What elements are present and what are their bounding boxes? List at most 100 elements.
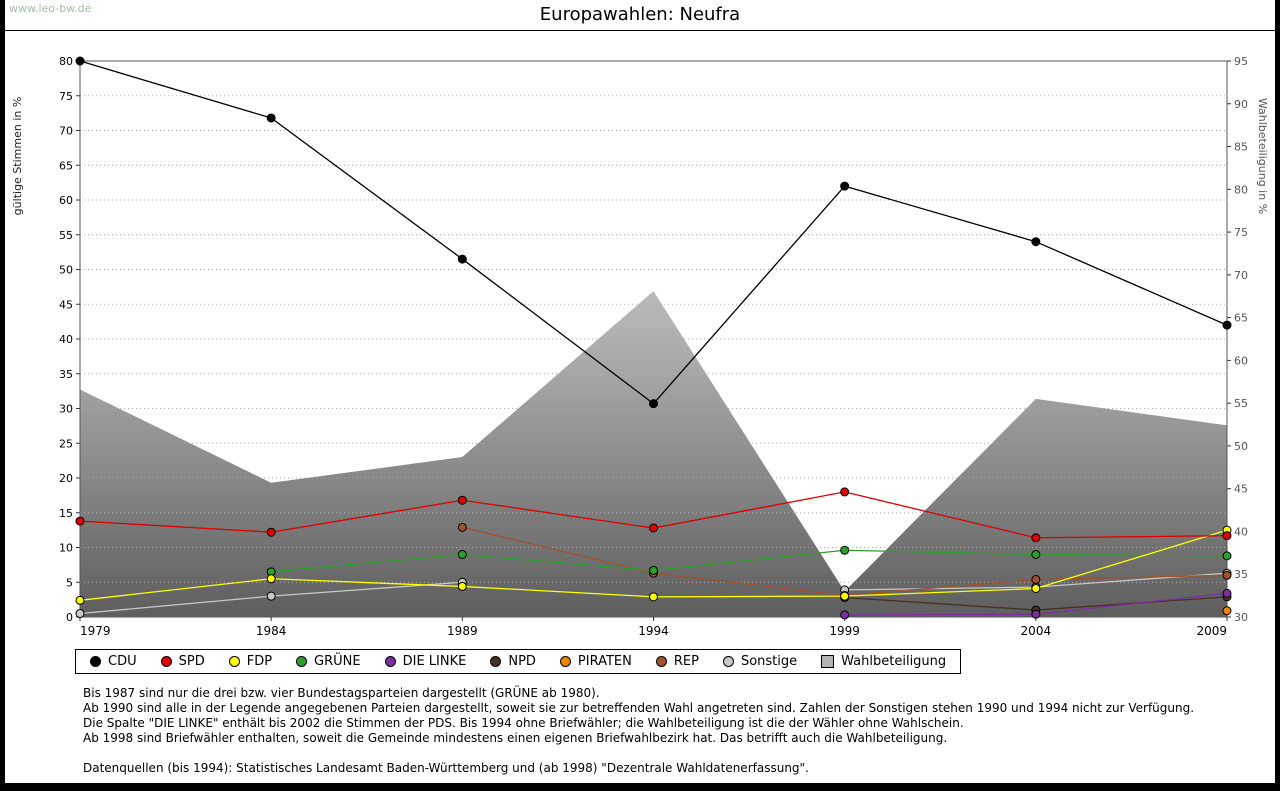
left-tick-label: 15 [59, 507, 73, 520]
cdu-marker-icon [90, 656, 101, 667]
footnote-line: Datenquellen (bis 1994): Statistisches L… [83, 761, 809, 775]
page-title: Europawahlen: Neufra [539, 4, 741, 25]
series-piraten [1222, 606, 1232, 616]
right-tick-label: 85 [1234, 141, 1248, 154]
x-tick-label: 2009 [1196, 624, 1227, 638]
watermark: www.leo-bw.de [9, 2, 92, 15]
left-tick-label: 30 [59, 403, 73, 416]
legend-label: Sonstige [740, 654, 798, 669]
data-point-grune [457, 549, 467, 559]
data-point-die-linke [840, 610, 850, 620]
left-tick-label: 45 [59, 298, 73, 311]
left-tick-label: 10 [59, 542, 73, 555]
right-tick-label: 90 [1234, 98, 1248, 111]
sonstige-marker-icon [722, 656, 734, 667]
right-tick-label: 60 [1234, 354, 1248, 367]
legend-item-sonstige: Sonstige [722, 654, 798, 669]
right-axis-title: Wahlbeteiligung in % [1256, 98, 1269, 214]
left-tick-label: 20 [59, 472, 73, 485]
x-tick-label: 1994 [638, 624, 669, 638]
legend-item-fdp: FDP [228, 654, 273, 669]
right-tick-label: 80 [1234, 183, 1248, 196]
data-point-piraten [1222, 606, 1232, 616]
data-point-fdp [1031, 584, 1041, 594]
right-tick-label: 75 [1234, 226, 1248, 239]
legend-label: PIRATEN [577, 654, 632, 669]
chart-canvas: 0 5 10 15 20 25 30 35 40 45 50 55 60 65 70 75 80 30 35 40 45… [11, 55, 1269, 638]
data-point-cdu [75, 56, 85, 66]
x-tick-label: 1989 [447, 624, 478, 638]
right-tick-label: 55 [1234, 397, 1248, 410]
footnote-line: Die Spalte "DIE LINKE" enthält bis 2002 … [83, 716, 964, 730]
legend-label: GRÜNE [314, 654, 361, 669]
data-point-die-linke [1222, 588, 1232, 598]
npd-marker-icon [490, 656, 502, 667]
spd-marker-icon [160, 656, 172, 667]
die-linke-marker-icon [384, 656, 396, 667]
left-tick-label: 70 [59, 125, 73, 138]
rep-marker-icon [655, 656, 667, 667]
header: www.leo-bw.de Europawahlen: Neufra [5, 0, 1275, 31]
data-point-spd [75, 516, 85, 526]
data-point-die-linke [1031, 609, 1041, 619]
left-axis-title: gültige Stimmen in % [11, 97, 24, 216]
left-tick-label: 25 [59, 437, 73, 450]
footnote-line: Bis 1987 sind nur die drei bzw. vier Bun… [83, 686, 600, 700]
data-point-rep [457, 522, 467, 532]
footnote-line: Ab 1998 sind Briefwähler enthalten, sowe… [83, 731, 948, 745]
series-die-linke [840, 588, 1232, 620]
data-point-rep [1031, 574, 1041, 584]
data-point-fdp [266, 574, 276, 584]
right-tick-label: 70 [1234, 269, 1248, 282]
data-point-cdu [1031, 237, 1041, 247]
data-point-fdp [75, 595, 85, 605]
left-tick-label: 0 [66, 611, 73, 624]
footnote-line [83, 746, 1275, 761]
right-tick-label: 45 [1234, 483, 1248, 496]
left-tick-label: 40 [59, 333, 73, 346]
data-point-cdu [266, 113, 276, 123]
right-tick-label: 35 [1234, 568, 1248, 581]
legend-item-die-linke: DIE LINKE [384, 654, 466, 669]
data-point-spd [840, 487, 850, 497]
series-spd [75, 487, 1232, 543]
left-tick-label: 55 [59, 229, 73, 242]
legend-item-rep: REP [655, 654, 699, 669]
data-point-spd [266, 527, 276, 537]
legend: CDU SPD FDP GRÜNE DIE LINKE NPD PIRATEN REP Sons… [75, 649, 962, 674]
left-tick-label: 80 [59, 55, 73, 68]
x-tick-label: 2004 [1021, 624, 1052, 638]
legend-label: NPD [508, 654, 536, 669]
legend-label: Wahlbeteiligung [841, 654, 947, 669]
data-point-grune [1222, 551, 1232, 561]
right-tick-label: 65 [1234, 312, 1248, 325]
series-fdp [75, 525, 1232, 605]
footnotes: Bis 1987 sind nur die drei bzw. vier Bun… [83, 686, 1275, 776]
series-grune [266, 545, 1232, 577]
data-point-cdu [1222, 320, 1232, 330]
data-point-sonstige [266, 591, 276, 601]
legend-label: FDP [246, 654, 273, 669]
data-point-grune [840, 545, 850, 555]
left-tick-label: 60 [59, 194, 73, 207]
data-point-grune [649, 565, 658, 575]
series-cdu [75, 56, 1232, 409]
legend-item-grune: GRÜNE [296, 654, 361, 669]
data-point-rep [1222, 570, 1232, 580]
legend-item-piraten: PIRATEN [559, 654, 632, 669]
piraten-marker-icon [559, 656, 571, 667]
right-tick-label: 95 [1234, 55, 1248, 68]
legend-label: CDU [108, 654, 137, 669]
x-tick-label: 1999 [829, 624, 860, 638]
legend-label: SPD [178, 654, 205, 669]
data-point-cdu [840, 181, 850, 191]
right-tick-label: 50 [1234, 440, 1248, 453]
left-tick-label: 50 [59, 264, 73, 277]
data-point-fdp [649, 592, 658, 602]
data-point-cdu [649, 399, 658, 409]
right-tick-label: 40 [1234, 525, 1248, 538]
legend-item-wahlbeteiligung: Wahlbeteiligung [821, 654, 946, 669]
footnote-line: Ab 1990 sind alle in der Legende angegeb… [83, 701, 1195, 715]
wahlbeteiligung-marker-icon [821, 655, 835, 668]
